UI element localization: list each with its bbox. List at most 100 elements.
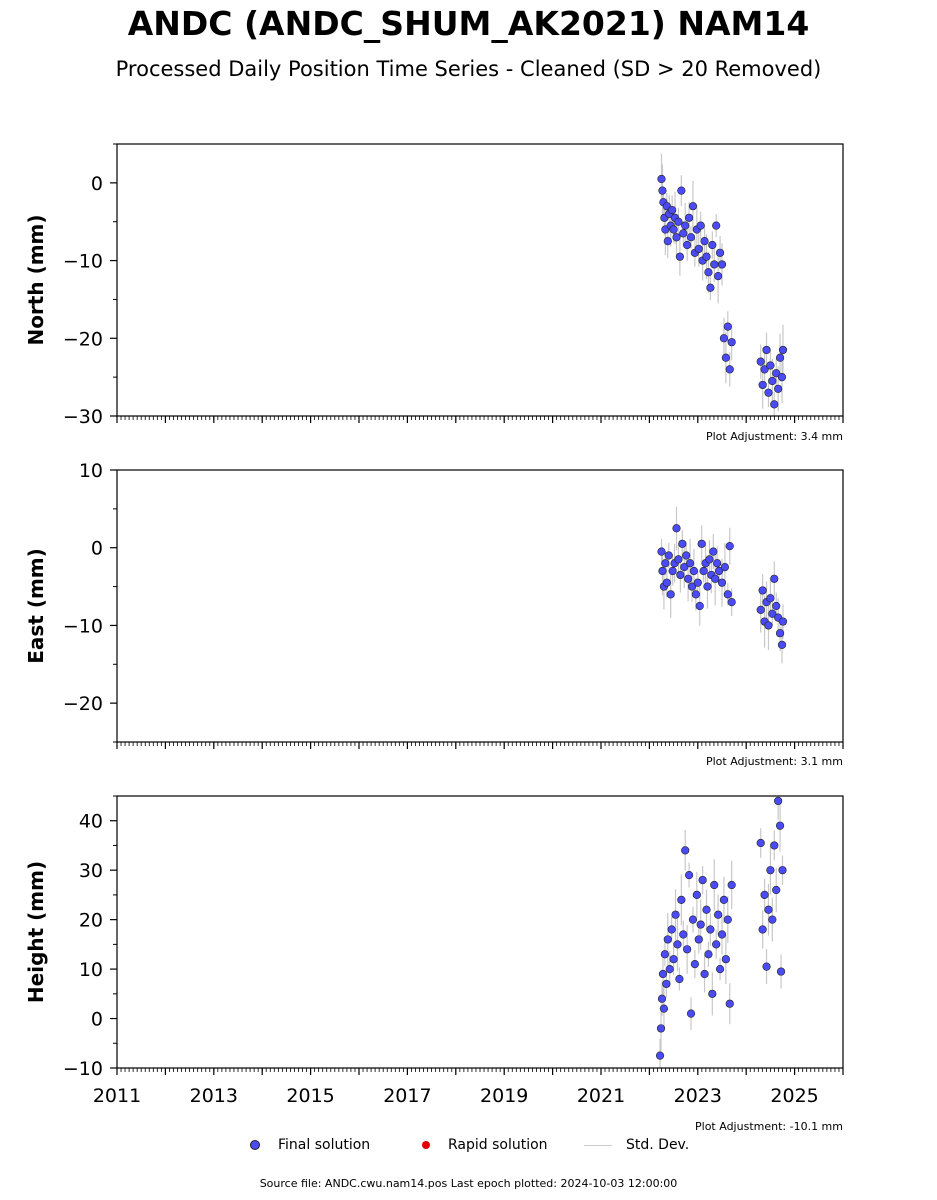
- data-point: [665, 964, 674, 974]
- data-point: [766, 361, 775, 370]
- data-point: [704, 950, 713, 959]
- plot-adjustment-note: Plot Adjustment: 3.4 mm: [706, 430, 843, 443]
- data-point: [681, 846, 690, 855]
- y-tick-label: −10: [63, 615, 103, 637]
- y-tick-label: −10: [63, 251, 103, 273]
- panel-0: [110, 143, 844, 423]
- data-point: [674, 555, 683, 564]
- data-point: [770, 574, 779, 583]
- data-point: [766, 866, 775, 875]
- data-point: [719, 334, 729, 343]
- data-point: [688, 202, 698, 211]
- data-point: [777, 640, 787, 649]
- data-point: [683, 945, 692, 954]
- data-point: [775, 821, 785, 830]
- data-point: [690, 960, 699, 969]
- data-point: [664, 551, 673, 560]
- chart-title: ANDC (ANDC_SHUM_AK2021) NAM14: [127, 4, 810, 43]
- data-point: [762, 345, 771, 355]
- data-point: [680, 563, 689, 572]
- data-point: [663, 935, 672, 944]
- data-point: [762, 962, 771, 971]
- data-point: [709, 547, 718, 556]
- data-point: [677, 895, 686, 904]
- data-point: [764, 621, 773, 630]
- data-point: [708, 989, 717, 998]
- data-point: [698, 875, 707, 885]
- data-point: [673, 940, 682, 949]
- data-point: [710, 880, 719, 890]
- legend-final-label: Final solution: [278, 1137, 371, 1153]
- data-point: [758, 380, 767, 390]
- data-point: [774, 796, 783, 806]
- data-point: [725, 365, 734, 374]
- data-point: [766, 594, 775, 603]
- data-point: [659, 1004, 669, 1013]
- data-point: [685, 559, 695, 568]
- x-tick-label: 2011: [93, 1085, 141, 1107]
- data-point: [770, 400, 779, 409]
- data-point: [658, 566, 667, 576]
- data-point: [756, 838, 765, 848]
- data-point: [758, 925, 767, 934]
- data-point: [705, 555, 714, 564]
- y-tick-label: 0: [91, 1009, 103, 1031]
- data-point: [772, 885, 781, 895]
- data-point: [700, 969, 709, 979]
- data-point: [768, 376, 777, 386]
- data-point: [772, 369, 781, 378]
- x-tick-label: 2025: [770, 1085, 818, 1107]
- data-point: [669, 955, 678, 964]
- data-point: [675, 974, 684, 984]
- data-point: [687, 582, 697, 591]
- data-point: [661, 559, 670, 568]
- data-point: [681, 221, 690, 230]
- y-axis-label: Height (mm): [24, 861, 48, 1003]
- data-point: [694, 244, 703, 254]
- data-point: [657, 547, 666, 556]
- data-point: [775, 629, 785, 638]
- data-point: [723, 590, 732, 599]
- legend-stddev: Std. Dev.: [584, 1137, 689, 1153]
- data-point: [672, 524, 681, 533]
- x-tick-label: 2023: [674, 1085, 722, 1107]
- x-tick-label: 2019: [480, 1085, 528, 1107]
- data-point: [719, 895, 729, 904]
- data-point: [655, 1051, 665, 1060]
- data-point: [714, 910, 723, 919]
- data-point: [676, 570, 685, 580]
- data-point: [717, 260, 727, 269]
- data-point: [658, 186, 667, 195]
- data-point: [671, 910, 680, 919]
- data-point: [712, 940, 721, 949]
- data-point: [679, 930, 688, 939]
- y-tick-label: 20: [79, 910, 103, 932]
- data-point: [696, 221, 705, 230]
- y-tick-label: 30: [79, 860, 103, 882]
- data-point: [702, 252, 711, 261]
- data-point: [720, 563, 730, 572]
- data-point: [778, 345, 788, 355]
- plot-adjustment-note: Plot Adjustment: -10.1 mm: [695, 1120, 843, 1133]
- data-point: [675, 252, 684, 261]
- legend-stddev-line: [584, 1144, 612, 1146]
- data-point: [768, 915, 777, 924]
- data-point: [684, 213, 694, 222]
- x-tick-label: 2015: [286, 1085, 334, 1107]
- data-point: [778, 866, 787, 875]
- chart-subtitle: Processed Daily Position Time Series - C…: [115, 57, 822, 81]
- data-point: [756, 605, 765, 614]
- data-point: [656, 1024, 666, 1033]
- data-point: [662, 979, 671, 989]
- panel-2: [110, 795, 844, 1075]
- data-point: [760, 365, 769, 374]
- data-point: [704, 268, 713, 277]
- data-point: [663, 237, 672, 246]
- data-point: [689, 566, 699, 576]
- data-point: [686, 233, 696, 242]
- data-point: [658, 969, 668, 979]
- data-point: [764, 905, 773, 914]
- data-point: [721, 955, 730, 964]
- panel-1: [110, 469, 844, 749]
- data-point: [702, 905, 711, 914]
